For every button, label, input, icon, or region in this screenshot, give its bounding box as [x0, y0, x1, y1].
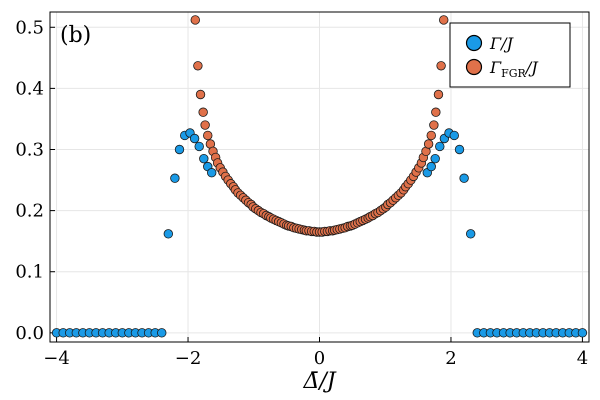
y-tick-label: 0.1	[15, 262, 44, 283]
data-point	[459, 173, 469, 183]
x-tick-label: 0	[314, 348, 325, 369]
legend-box	[449, 22, 571, 88]
series-0	[51, 128, 588, 338]
data-point	[449, 130, 459, 141]
data-point	[199, 153, 209, 164]
data-point	[426, 130, 436, 141]
data-point	[433, 89, 444, 100]
series-1	[190, 15, 449, 237]
y-tick-label: 0.2	[15, 201, 44, 222]
data-point	[170, 173, 180, 183]
x-axis-label: Δ̄/J	[302, 369, 336, 394]
x-tick-label: 2	[445, 348, 456, 369]
data-point	[577, 328, 588, 338]
x-tick-label: 4	[577, 348, 588, 369]
data-point	[435, 141, 445, 152]
data-point	[454, 144, 465, 155]
data-point	[200, 120, 210, 130]
data-point	[426, 161, 436, 172]
legend-label-gamma-fgr: ΓFGR/J	[489, 58, 539, 80]
data-point	[198, 107, 208, 117]
data-point	[465, 229, 476, 239]
y-tick-label: 0.5	[15, 17, 44, 38]
legend: Γ/J ΓFGR/J	[449, 22, 571, 88]
legend-marker-gamma-fgr	[465, 58, 483, 76]
panel-label: (b)	[60, 23, 91, 48]
legend-marker-gamma	[465, 34, 483, 52]
x-tick-label: −2	[175, 348, 202, 369]
data-point	[431, 107, 441, 117]
y-tick-label: 0.0	[15, 323, 44, 344]
data-point	[429, 120, 439, 130]
data-point	[195, 89, 206, 100]
series-layer	[51, 15, 588, 338]
axis-ticks: −4 −2 0 2 4 0.0 0.1 0.2 0.3 0.4 0.5	[15, 17, 588, 369]
data-point	[194, 141, 204, 152]
data-point	[203, 130, 213, 141]
data-point	[193, 61, 203, 71]
data-point	[206, 168, 217, 178]
data-point	[174, 144, 185, 155]
data-point	[157, 328, 167, 338]
data-point	[436, 61, 446, 71]
data-point	[163, 229, 174, 239]
data-point	[439, 15, 449, 25]
data-point	[430, 153, 440, 164]
data-point	[189, 133, 200, 144]
x-tick-label: −4	[43, 348, 70, 369]
legend-label-gamma: Γ/J	[489, 34, 514, 53]
data-point	[423, 139, 434, 149]
y-tick-label: 0.3	[15, 140, 44, 161]
y-tick-label: 0.4	[15, 78, 44, 99]
data-point	[190, 15, 200, 25]
